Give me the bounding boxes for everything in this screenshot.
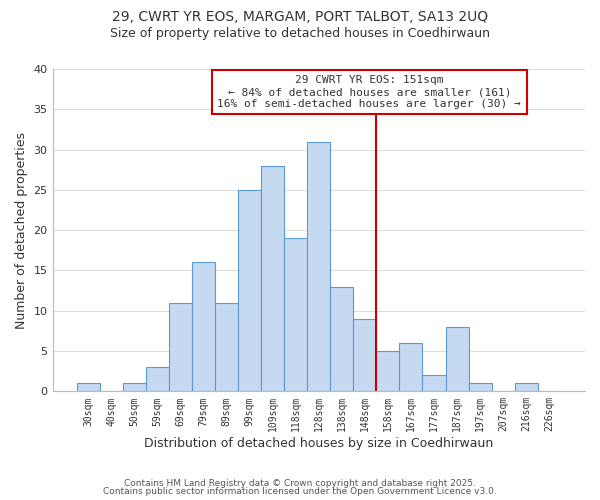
Bar	[400, 343, 422, 392]
Text: 29, CWRT YR EOS, MARGAM, PORT TALBOT, SA13 2UQ: 29, CWRT YR EOS, MARGAM, PORT TALBOT, SA…	[112, 10, 488, 24]
Bar	[330, 286, 353, 392]
Y-axis label: Number of detached properties: Number of detached properties	[15, 132, 28, 328]
Bar	[284, 238, 307, 392]
Text: Contains HM Land Registry data © Crown copyright and database right 2025.: Contains HM Land Registry data © Crown c…	[124, 478, 476, 488]
Bar	[422, 375, 446, 392]
Bar	[192, 262, 215, 392]
Bar	[238, 190, 261, 392]
Bar	[146, 367, 169, 392]
Text: Contains public sector information licensed under the Open Government Licence v3: Contains public sector information licen…	[103, 487, 497, 496]
Bar	[215, 302, 238, 392]
Bar	[123, 384, 146, 392]
Bar	[169, 302, 192, 392]
Bar	[77, 384, 100, 392]
Bar	[353, 319, 376, 392]
Bar	[515, 384, 538, 392]
Text: Size of property relative to detached houses in Coedhirwaun: Size of property relative to detached ho…	[110, 28, 490, 40]
Bar	[261, 166, 284, 392]
Bar	[446, 327, 469, 392]
Bar	[469, 384, 491, 392]
X-axis label: Distribution of detached houses by size in Coedhirwaun: Distribution of detached houses by size …	[144, 437, 493, 450]
Text: 29 CWRT YR EOS: 151sqm
← 84% of detached houses are smaller (161)
16% of semi-de: 29 CWRT YR EOS: 151sqm ← 84% of detached…	[217, 76, 521, 108]
Bar	[376, 351, 400, 392]
Bar	[307, 142, 330, 392]
